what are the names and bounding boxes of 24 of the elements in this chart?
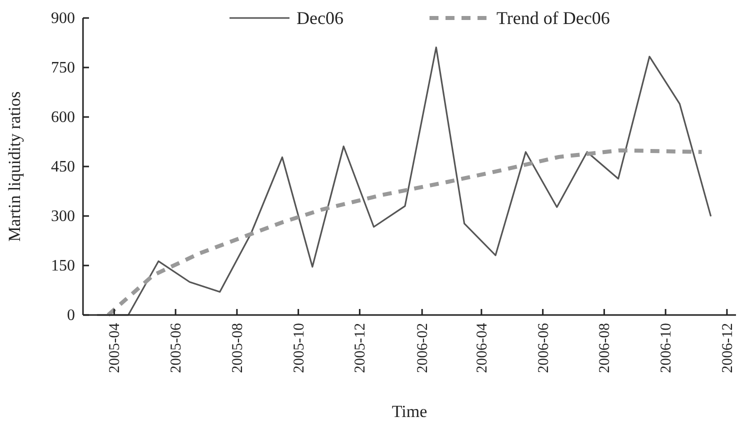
legend-label: Dec06: [296, 8, 344, 28]
x-tick-label: 2006-12: [720, 323, 736, 373]
x-tick-label: 2006-04: [474, 322, 490, 373]
y-tick-label: 0: [67, 307, 75, 324]
x-tick-label: 2005-06: [168, 322, 185, 373]
y-tick-label: 150: [51, 258, 75, 274]
x-tick-label: 2006-08: [597, 323, 614, 373]
line-series: [96, 46, 712, 316]
x-tick-label: 2005-08: [230, 323, 246, 373]
x-tick-label: 2006-06: [536, 322, 552, 373]
x-tick-label: 2005-04: [107, 322, 124, 373]
y-tick-label: 300: [51, 208, 75, 225]
y-tick-label: 450: [51, 158, 75, 176]
line-series: [106, 148, 704, 317]
legend-label: Trend of Dec06: [496, 8, 610, 28]
y-axis-title: Martin liquidity ratios: [5, 91, 24, 242]
x-tick-label: 2006-10: [658, 323, 675, 373]
y-tick-label: 750: [51, 60, 75, 76]
x-tick-label: 2006-02: [415, 323, 432, 373]
x-axis-title: Time: [392, 402, 428, 421]
x-tick-label: 2005-10: [291, 323, 308, 373]
y-tick-label: 900: [51, 10, 75, 27]
y-tick-label: 600: [51, 109, 75, 126]
x-tick-label: 2005-12: [352, 323, 369, 373]
